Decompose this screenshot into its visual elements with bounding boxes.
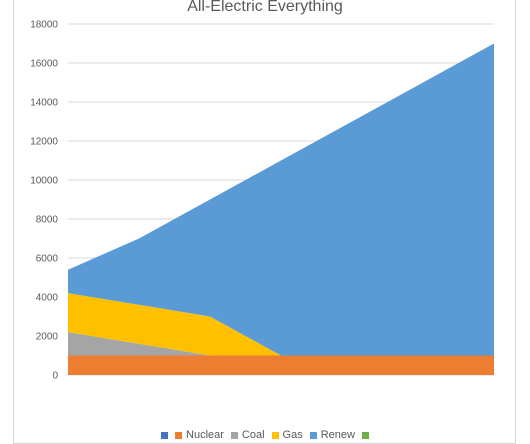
legend-item-coal: Coal xyxy=(230,429,265,442)
legend-item-nuclear: Nuclear xyxy=(175,429,224,442)
y-tick-label-4000: 4000 xyxy=(36,293,59,304)
y-tick-label-2000: 2000 xyxy=(36,332,59,343)
legend-swatch xyxy=(309,432,317,439)
area-gas xyxy=(68,293,494,356)
y-tick-label-18000: 18000 xyxy=(30,20,58,31)
area-renew xyxy=(68,43,494,356)
area-nuclear xyxy=(68,355,494,375)
legend-item-series-5 xyxy=(361,432,369,439)
legend-swatch xyxy=(361,432,369,439)
chart-title: All-Electric Everything xyxy=(187,0,343,15)
legend-item-series-0 xyxy=(161,432,169,439)
y-tick-label-0: 0 xyxy=(52,371,58,382)
y-tick-label-6000: 6000 xyxy=(36,254,59,265)
legend-item-gas: Gas xyxy=(271,429,303,442)
legend-label: Nuclear xyxy=(186,429,224,441)
legend-label: Gas xyxy=(282,429,303,441)
legend-label: Renew xyxy=(320,429,355,441)
legend-swatch xyxy=(230,432,238,439)
legend-item-renew: Renew xyxy=(309,429,355,442)
y-tick-label-10000: 10000 xyxy=(30,176,58,187)
y-tick-label-16000: 16000 xyxy=(30,59,58,70)
y-tick-label-14000: 14000 xyxy=(30,98,58,109)
legend: Nuclear Coal Gas Renew xyxy=(0,429,530,442)
legend-label: Coal xyxy=(241,429,265,441)
legend-swatch xyxy=(161,432,169,439)
legend-swatch xyxy=(271,432,279,439)
y-tick-label-8000: 8000 xyxy=(36,215,59,226)
legend-swatch xyxy=(175,432,183,439)
y-axis-tick-labels: 0 2000 4000 6000 8000 10000 12000 14000 16000 180… xyxy=(30,20,58,382)
area-series xyxy=(68,43,494,375)
y-tick-label-12000: 12000 xyxy=(30,137,58,148)
